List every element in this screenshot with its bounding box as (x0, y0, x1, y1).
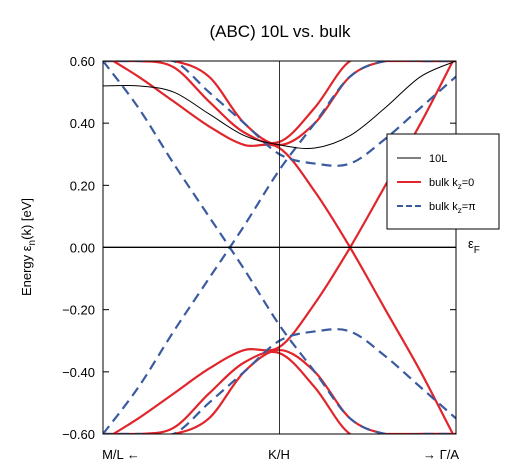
y-axis-label: Energy εn(k) [eV] (19, 198, 38, 296)
y-tick-label: 0.60 (70, 54, 95, 69)
y-tick-label: 0.40 (70, 116, 95, 131)
legend: 10L bulk kz=0 bulk kz=π (386, 133, 500, 230)
legend-items: 10L bulk kz=0 bulk kz=π (397, 153, 476, 215)
y-tick-label: −0.20 (62, 303, 95, 318)
x-tick-right: → Γ/A (423, 447, 459, 462)
band-bulk_kzpi-cross_up (103, 61, 456, 434)
legend-label-10L: 10L (429, 153, 447, 165)
legend-label-bulk_kzpi: bulk kz=π (429, 201, 476, 215)
y-tick-label: 0.00 (70, 241, 95, 256)
y-axis-label-rest: (k) [eV] (19, 198, 34, 240)
y-tick-label: 0.20 (70, 178, 95, 193)
x-tick-center: K/H (268, 447, 290, 462)
y-tick-label: −0.60 (62, 427, 95, 442)
fermi-label: εF (468, 236, 480, 256)
y-axis-label-base: Energy ε (19, 245, 34, 296)
y-axis-label-sub: n (27, 240, 38, 246)
legend-label-bulk_kz0: bulk kz=0 (429, 177, 474, 191)
y-ticks: 0.60 0.40 0.20 0.00 −0.20 −0.40 −0.60 (62, 54, 456, 442)
band-bulk_kz0-cond_steep_right (111, 61, 455, 434)
chart-title: (ABC) 10L vs. bulk (209, 22, 351, 41)
fermi-label-base: ε (468, 236, 474, 251)
x-tick-left: M/L ← (102, 447, 140, 462)
fermi-label-sub: F (474, 245, 480, 256)
y-tick-label: −0.40 (62, 365, 95, 380)
band-bulk_kzpi-cross_down (103, 61, 456, 434)
